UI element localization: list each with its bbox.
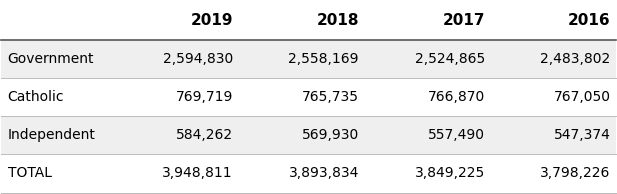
Bar (1, 40, 616, 78)
Text: 769,719: 769,719 (176, 90, 233, 104)
Bar (1, 154, 616, 193)
Text: Government: Government (7, 52, 94, 66)
Text: 3,948,811: 3,948,811 (162, 166, 233, 180)
Text: 765,735: 765,735 (302, 90, 359, 104)
Bar (1, 78, 616, 116)
Text: 3,849,225: 3,849,225 (415, 166, 485, 180)
Bar (1, 116, 616, 154)
Text: 2017: 2017 (442, 13, 485, 28)
Text: 2,558,169: 2,558,169 (288, 52, 359, 66)
Text: 2019: 2019 (191, 13, 233, 28)
Text: 569,930: 569,930 (302, 128, 359, 142)
Text: 557,490: 557,490 (428, 128, 485, 142)
Text: TOTAL: TOTAL (7, 166, 52, 180)
Text: 2,524,865: 2,524,865 (415, 52, 485, 66)
Text: 2018: 2018 (317, 13, 359, 28)
Text: 584,262: 584,262 (176, 128, 233, 142)
Text: 3,798,226: 3,798,226 (540, 166, 611, 180)
Text: 3,893,834: 3,893,834 (289, 166, 359, 180)
Text: 2016: 2016 (568, 13, 611, 28)
Text: Catholic: Catholic (7, 90, 64, 104)
Text: 2,483,802: 2,483,802 (540, 52, 611, 66)
Text: 767,050: 767,050 (553, 90, 611, 104)
Text: 547,374: 547,374 (554, 128, 611, 142)
Text: 766,870: 766,870 (428, 90, 485, 104)
Text: 2,594,830: 2,594,830 (163, 52, 233, 66)
Text: Independent: Independent (7, 128, 96, 142)
Bar (1, 1, 616, 40)
